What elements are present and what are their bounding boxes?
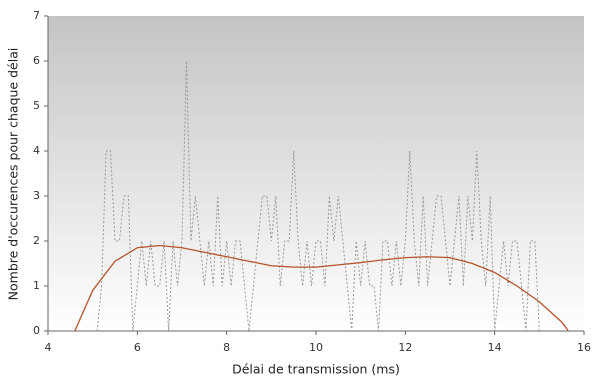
x-tick-label: 16 xyxy=(577,341,591,354)
y-tick-label: 4 xyxy=(33,144,40,157)
x-tick-label: 12 xyxy=(398,341,412,354)
series-line xyxy=(74,244,569,332)
x-tick-label: 8 xyxy=(223,341,230,354)
y-tick-label: 0 xyxy=(33,324,40,337)
plot-area xyxy=(48,16,584,331)
x-tick-label: 10 xyxy=(309,341,323,354)
y-tick-label: 6 xyxy=(33,54,40,67)
y-tick-label: 2 xyxy=(33,234,40,247)
x-tick-label: 4 xyxy=(45,341,52,354)
series-line xyxy=(96,60,540,332)
y-axis-title: Nombre d'occurences pour chaque délai xyxy=(6,48,21,301)
x-tick-label: 6 xyxy=(134,341,141,354)
y-tick-label: 5 xyxy=(33,99,40,112)
y-tick-label: 3 xyxy=(33,189,40,202)
x-axis-title: Délai de transmission (ms) xyxy=(232,362,400,377)
y-tick-label: 7 xyxy=(33,9,40,22)
y-tick-label: 1 xyxy=(33,279,40,292)
x-tick-label: 14 xyxy=(488,341,502,354)
